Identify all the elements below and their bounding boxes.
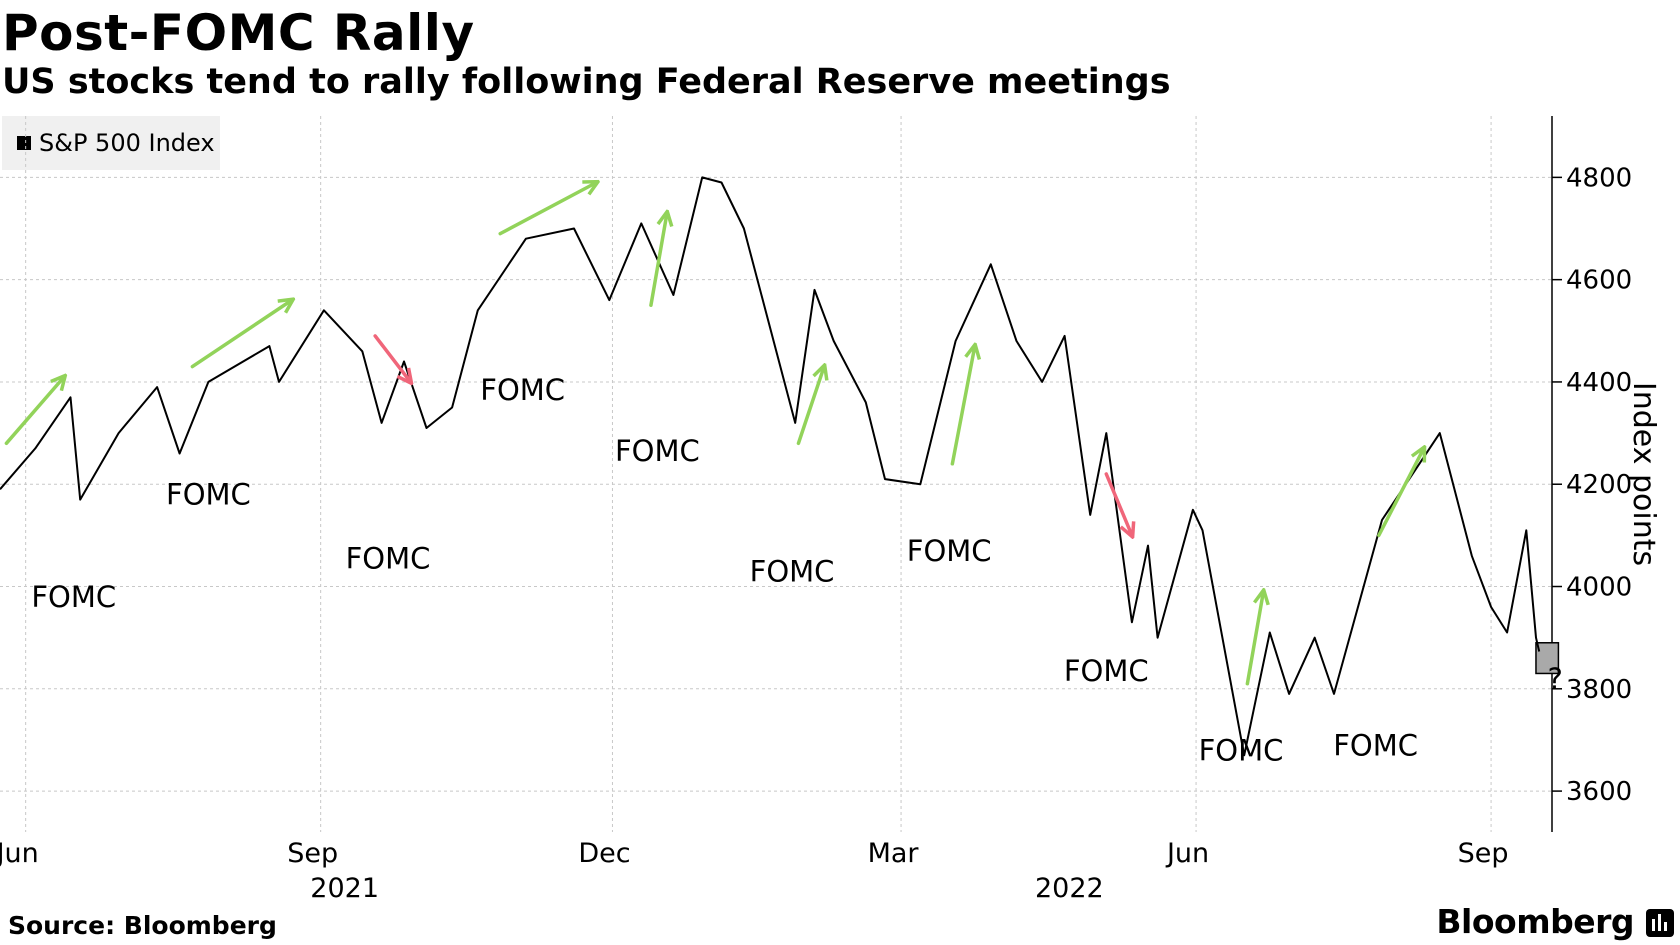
highlight-box <box>1535 642 1560 675</box>
bar-chart-icon <box>1646 909 1674 937</box>
y-tick-label: 4200 <box>1566 470 1632 500</box>
y-tick-label: 3800 <box>1566 675 1632 705</box>
decline-arrow <box>373 334 410 382</box>
rally-arrow <box>649 213 667 307</box>
fomc-label: FOMC <box>1064 654 1149 688</box>
rally-arrow <box>1245 592 1263 686</box>
x-tick-label: Sep <box>1458 838 1509 869</box>
x-year-label: 2021 <box>310 873 379 904</box>
rally-arrow <box>950 346 974 466</box>
fomc-label: FOMC <box>480 373 565 407</box>
legend-label: S&P 500 Index <box>39 129 215 157</box>
legend: S&P 500 Index <box>2 116 220 170</box>
rally-arrow <box>796 367 824 446</box>
fomc-label: FOMC <box>907 534 992 568</box>
y-tick-label: 4400 <box>1566 368 1632 398</box>
fomc-label: FOMC <box>346 542 431 576</box>
y-tick-label: 4600 <box>1566 266 1632 296</box>
x-tick-label: Sep <box>287 838 338 869</box>
chart-subtitle: US stocks tend to rally following Federa… <box>2 62 1171 102</box>
source-note: Source: Bloomberg <box>8 911 277 940</box>
x-tick-label: Jun <box>1165 838 1209 869</box>
price-line <box>0 176 1541 757</box>
fomc-label: FOMC <box>166 478 251 512</box>
fomc-label: FOMC <box>1199 733 1284 767</box>
fomc-label: FOMC <box>1333 728 1418 762</box>
rally-arrow <box>190 300 291 369</box>
fomc-label: FOMC <box>31 580 116 614</box>
y-tick-label: 4800 <box>1566 163 1632 193</box>
y-tick-label: 3600 <box>1566 777 1632 807</box>
question-annotation: ? <box>1548 662 1563 696</box>
y-tick-label: 4000 <box>1566 573 1632 603</box>
x-year-label: 2022 <box>1035 873 1104 904</box>
y-axis-title: Index points <box>1626 382 1661 566</box>
brand-logo: Bloomberg <box>1436 902 1634 941</box>
rally-arrow <box>1377 448 1424 538</box>
rally-arrow <box>498 182 596 236</box>
x-tick-label: Jun <box>0 838 39 869</box>
decline-arrow <box>1104 472 1132 535</box>
fomc-label: FOMC <box>615 434 700 468</box>
x-tick-label: Mar <box>868 838 920 869</box>
chart-title: Post-FOMC Rally <box>2 4 475 62</box>
fomc-label: FOMC <box>750 554 835 588</box>
rally-arrow <box>4 377 64 446</box>
legend-swatch <box>17 136 31 150</box>
x-tick-label: Dec <box>578 838 630 869</box>
